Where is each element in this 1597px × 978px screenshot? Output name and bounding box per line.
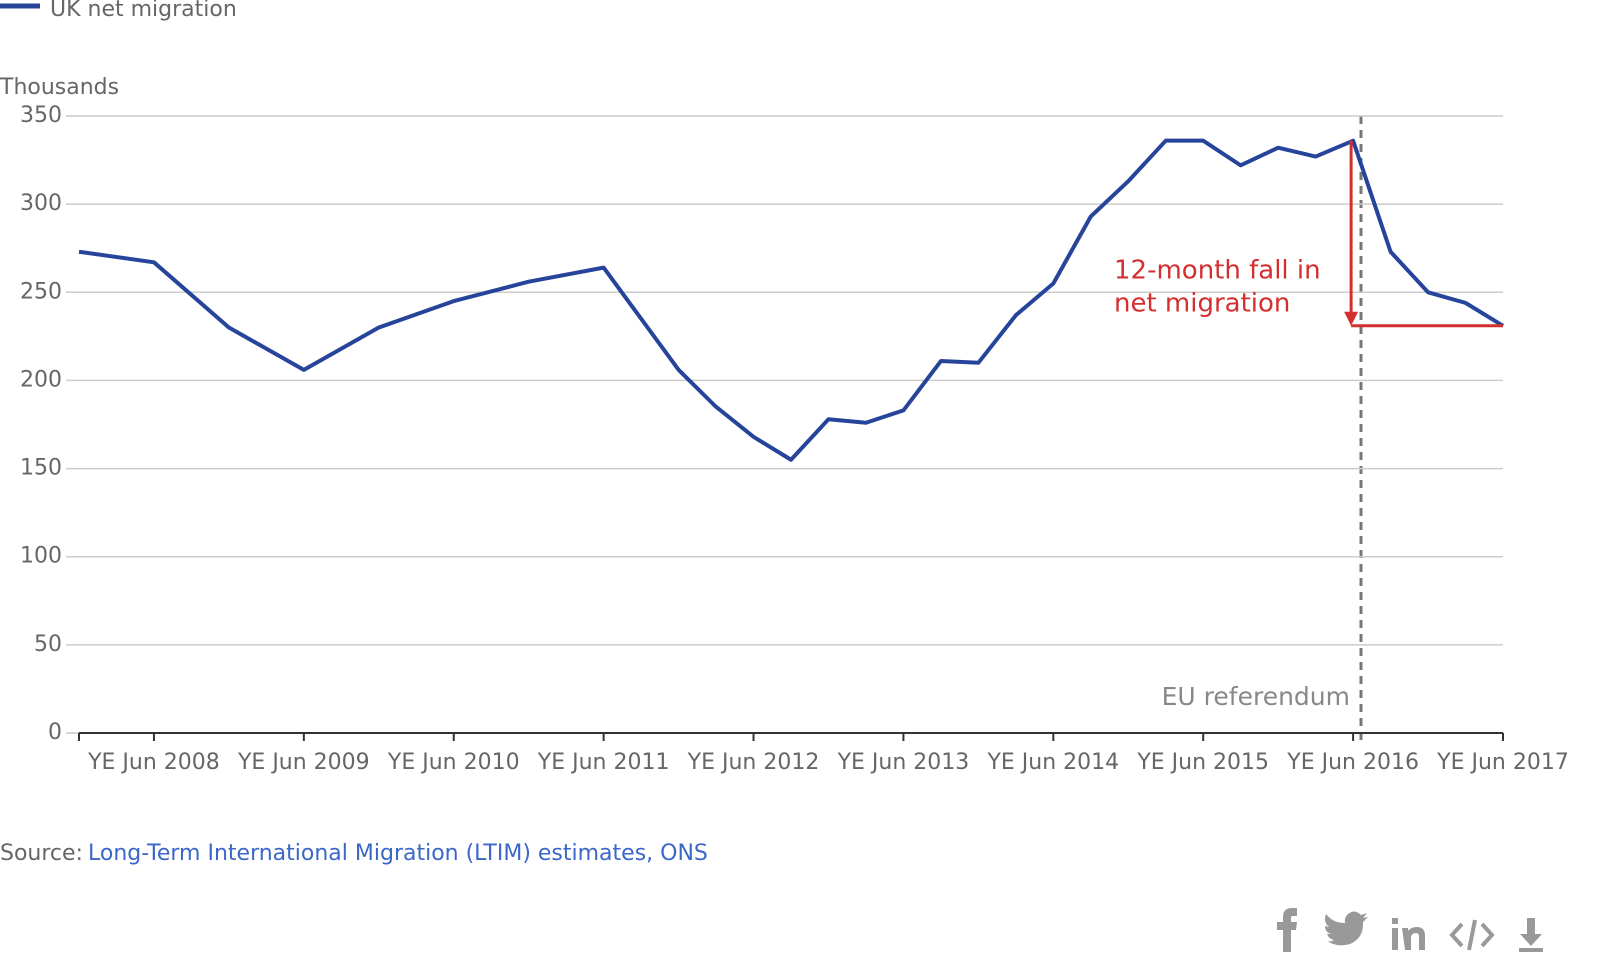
y-tick-label: 250 xyxy=(20,279,62,304)
legend-label: UK net migration xyxy=(50,0,237,22)
y-tick-label: 200 xyxy=(20,367,62,392)
linkedin-icon[interactable] xyxy=(1392,928,1398,950)
x-tick-label: YE Jun 2014 xyxy=(986,750,1119,775)
facebook-icon[interactable] xyxy=(1277,908,1297,952)
x-tick-label: YE Jun 2016 xyxy=(1286,750,1419,775)
x-tick-label: YE Jun 2013 xyxy=(837,750,970,775)
annotation-text: net migration xyxy=(1114,289,1290,319)
twitter-icon[interactable] xyxy=(1325,911,1368,946)
event-label: EU referendum xyxy=(1162,682,1350,711)
y-tick-label: 150 xyxy=(20,456,62,481)
y-tick-label: 100 xyxy=(20,544,62,569)
y-tick-label: 350 xyxy=(20,103,62,128)
x-tick-label: YE Jun 2017 xyxy=(1436,750,1569,775)
x-tick-label: YE Jun 2008 xyxy=(87,750,220,775)
share-icons xyxy=(1277,908,1543,952)
x-tick-label: YE Jun 2015 xyxy=(1136,750,1269,775)
x-tick-label: YE Jun 2012 xyxy=(687,750,820,775)
x-tick-label: YE Jun 2010 xyxy=(387,750,520,775)
annotation-text: 12-month fall in xyxy=(1114,256,1321,286)
data-line xyxy=(78,138,1505,462)
y-axis-label: Thousands xyxy=(0,75,119,100)
x-tick-label: YE Jun 2009 xyxy=(237,750,370,775)
source-link[interactable]: Long-Term International Migration (LTIM)… xyxy=(88,841,708,866)
x-tick-label: YE Jun 2011 xyxy=(537,750,670,775)
annotation-arrowhead xyxy=(1344,311,1359,326)
y-tick-label: 50 xyxy=(34,632,62,657)
y-tick-label: 300 xyxy=(20,191,62,216)
source-prefix: Source: xyxy=(0,841,83,866)
download-icon[interactable] xyxy=(1519,918,1543,952)
embed-icon[interactable] xyxy=(1449,922,1464,948)
y-tick-label: 0 xyxy=(48,720,62,745)
